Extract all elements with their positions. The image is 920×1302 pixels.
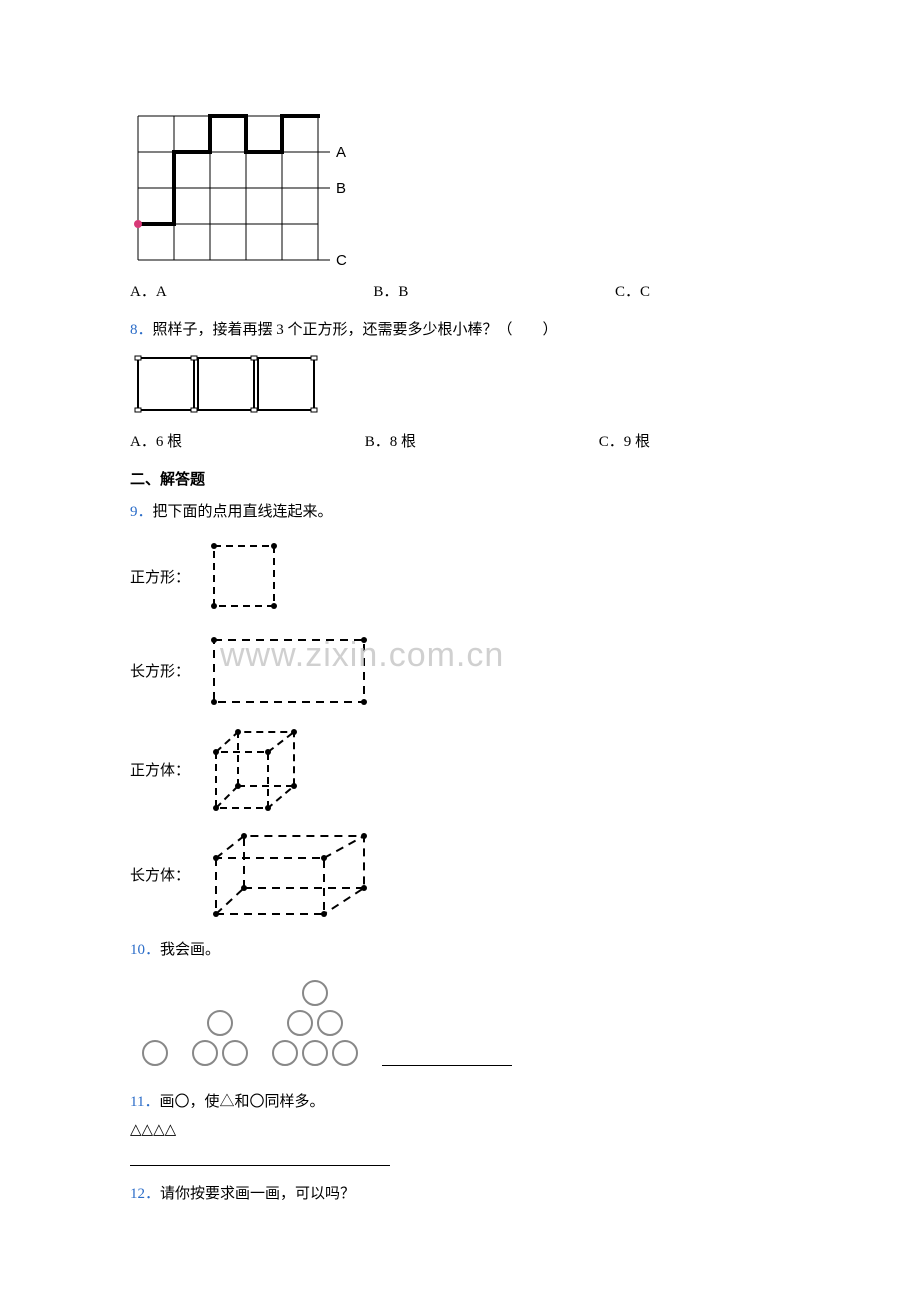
circle-icon [222, 1040, 248, 1066]
dashed-cuboid [204, 828, 384, 924]
q8-figure [130, 350, 790, 418]
q7-option-c: C．C [615, 280, 650, 304]
q12-text: 12．请你按要求画一画，可以吗？ [130, 1182, 790, 1206]
svg-text:C: C [336, 252, 347, 268]
circle-icon [142, 1040, 168, 1066]
q9-cuboid-row: 长方体： [130, 828, 790, 924]
circle-icon [302, 1040, 328, 1066]
section2-header: 二、解答题 [130, 468, 790, 492]
q9-cube-label: 正方体： [130, 759, 190, 783]
circle-icon [317, 1010, 343, 1036]
svg-text:B: B [336, 180, 346, 197]
circle-icon [272, 1040, 298, 1066]
q8-num: 8． [130, 322, 153, 338]
q9-body: 把下面的点用直线连起来。 [153, 504, 333, 520]
matchstick-squares [130, 350, 330, 418]
q10-stack-1 [142, 1040, 168, 1066]
q9-num: 9． [130, 504, 153, 520]
q9-cuboid-label: 长方体： [130, 864, 190, 888]
q8-text: 8．照样子，接着再摆 3 个正方形，还需要多少根小棒？（ ） [130, 318, 790, 342]
q8-option-c: C．9 根 [599, 430, 650, 454]
dashed-square [204, 536, 288, 620]
q11-triangles: △△△△ [130, 1118, 790, 1142]
circle-icon [287, 1010, 313, 1036]
circle-icon [192, 1040, 218, 1066]
q10-stack-3 [272, 980, 358, 1066]
q9-square-row: 正方形： [130, 536, 790, 620]
q9-cube-row: 正方体： [130, 724, 790, 818]
q8-options: A．6 根 B．8 根 C．9 根 [130, 430, 650, 454]
circle-icon [302, 980, 328, 1006]
q11-num: 11． [130, 1094, 159, 1110]
q7-figure: A B C [130, 108, 790, 268]
q9-rectangle-label: 长方形： [130, 660, 190, 684]
q10-body: 我会画。 [160, 942, 220, 958]
circle-icon [207, 1010, 233, 1036]
q9-rectangle-row: 长方形： www.zixin.com.cn [130, 630, 790, 714]
q11-answer-line [130, 1148, 390, 1166]
q7-options: A．A B．B C．C [130, 280, 650, 304]
q10-text: 10．我会画。 [130, 938, 790, 962]
q7-option-b: B．B [373, 280, 408, 304]
q9-text: 9．把下面的点用直线连起来。 [130, 500, 790, 524]
q10-blank [382, 1048, 512, 1066]
q10-stack-2 [192, 1010, 248, 1066]
q7-option-a: A．A [130, 280, 167, 304]
circle-icon [332, 1040, 358, 1066]
q8-body: 照样子，接着再摆 3 个正方形，还需要多少根小棒？（ ） [153, 322, 558, 338]
q10-num: 10． [130, 942, 160, 958]
q11-text: 11．画〇，使△和〇同样多。 [130, 1090, 790, 1114]
q8-option-b: B．8 根 [365, 430, 416, 454]
q12-body: 请你按要求画一画，可以吗？ [160, 1186, 355, 1202]
svg-text:A: A [336, 144, 346, 161]
q10-figure [142, 980, 790, 1066]
q11-body: 画〇，使△和〇同样多。 [159, 1094, 324, 1110]
q12-num: 12． [130, 1186, 160, 1202]
q9-square-label: 正方形： [130, 566, 190, 590]
grid-path-diagram: A B C [130, 108, 350, 268]
q8-option-a: A．6 根 [130, 430, 182, 454]
watermark-text: www.zixin.com.cn [220, 628, 504, 682]
dashed-cube [204, 724, 314, 818]
